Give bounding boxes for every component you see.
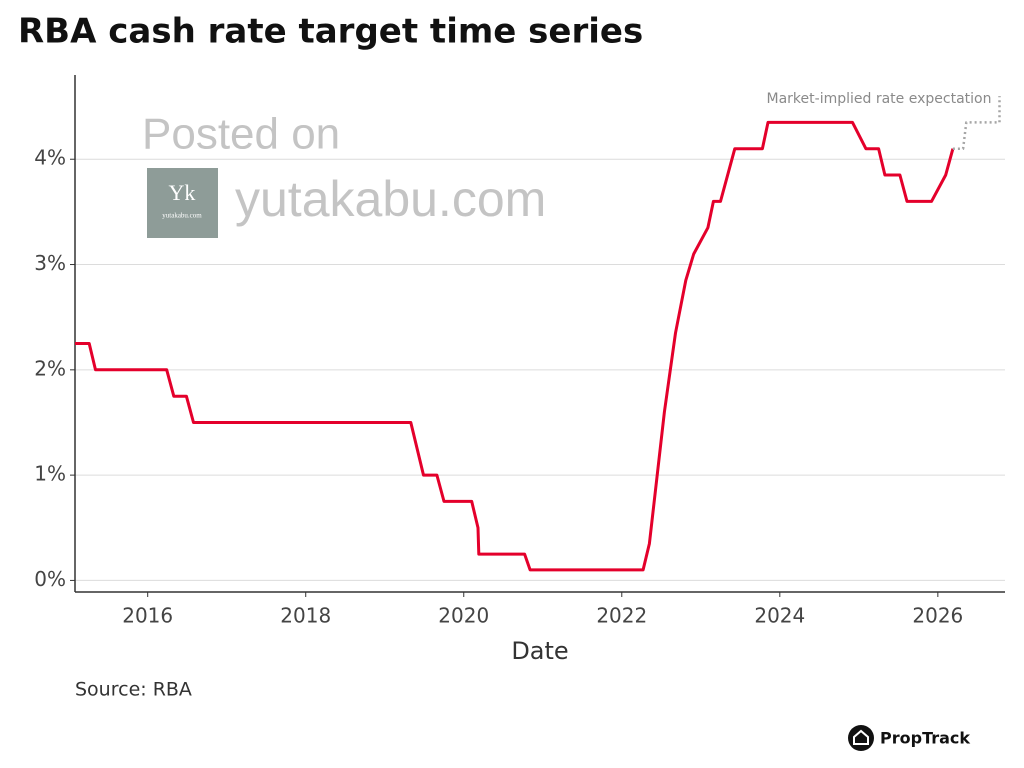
brand-name: PropTrack — [880, 729, 970, 748]
brand-icon-house — [853, 729, 869, 745]
watermark-site: yutakabu.com — [235, 171, 546, 227]
brand: PropTrack — [848, 725, 970, 751]
x-tick-label: 2022 — [596, 604, 647, 628]
watermark-logo — [147, 168, 218, 238]
x-tick-label: 2026 — [912, 604, 963, 628]
watermark-text: Posted on — [142, 110, 340, 159]
y-tick-label: 3% — [34, 251, 66, 275]
series-annotation: Market-implied rate expectation — [767, 91, 992, 107]
watermark: Posted on Yk yutakabu.com yutakabu.com — [142, 110, 546, 238]
x-tick-label: 2016 — [122, 604, 173, 628]
watermark-logo-text: yutakabu.com — [162, 212, 202, 220]
series-line — [75, 120, 955, 572]
watermark-logo-mark: Yk — [169, 180, 196, 205]
y-tick-label: 1% — [34, 462, 66, 486]
y-tick-label: 0% — [34, 567, 66, 591]
y-tick-label: 4% — [34, 146, 66, 170]
series-line — [952, 96, 1001, 150]
source: Source: RBA — [75, 679, 192, 701]
x-tick-label: 2018 — [280, 604, 331, 628]
x-tick-label: 2024 — [754, 604, 805, 628]
x-tick-label: 2020 — [438, 604, 489, 628]
brand-icon — [848, 725, 874, 751]
chart-title: RBA cash rate target time series — [18, 12, 643, 52]
y-tick-label: 2% — [34, 356, 66, 380]
x-axis-label: Date — [511, 637, 568, 665]
